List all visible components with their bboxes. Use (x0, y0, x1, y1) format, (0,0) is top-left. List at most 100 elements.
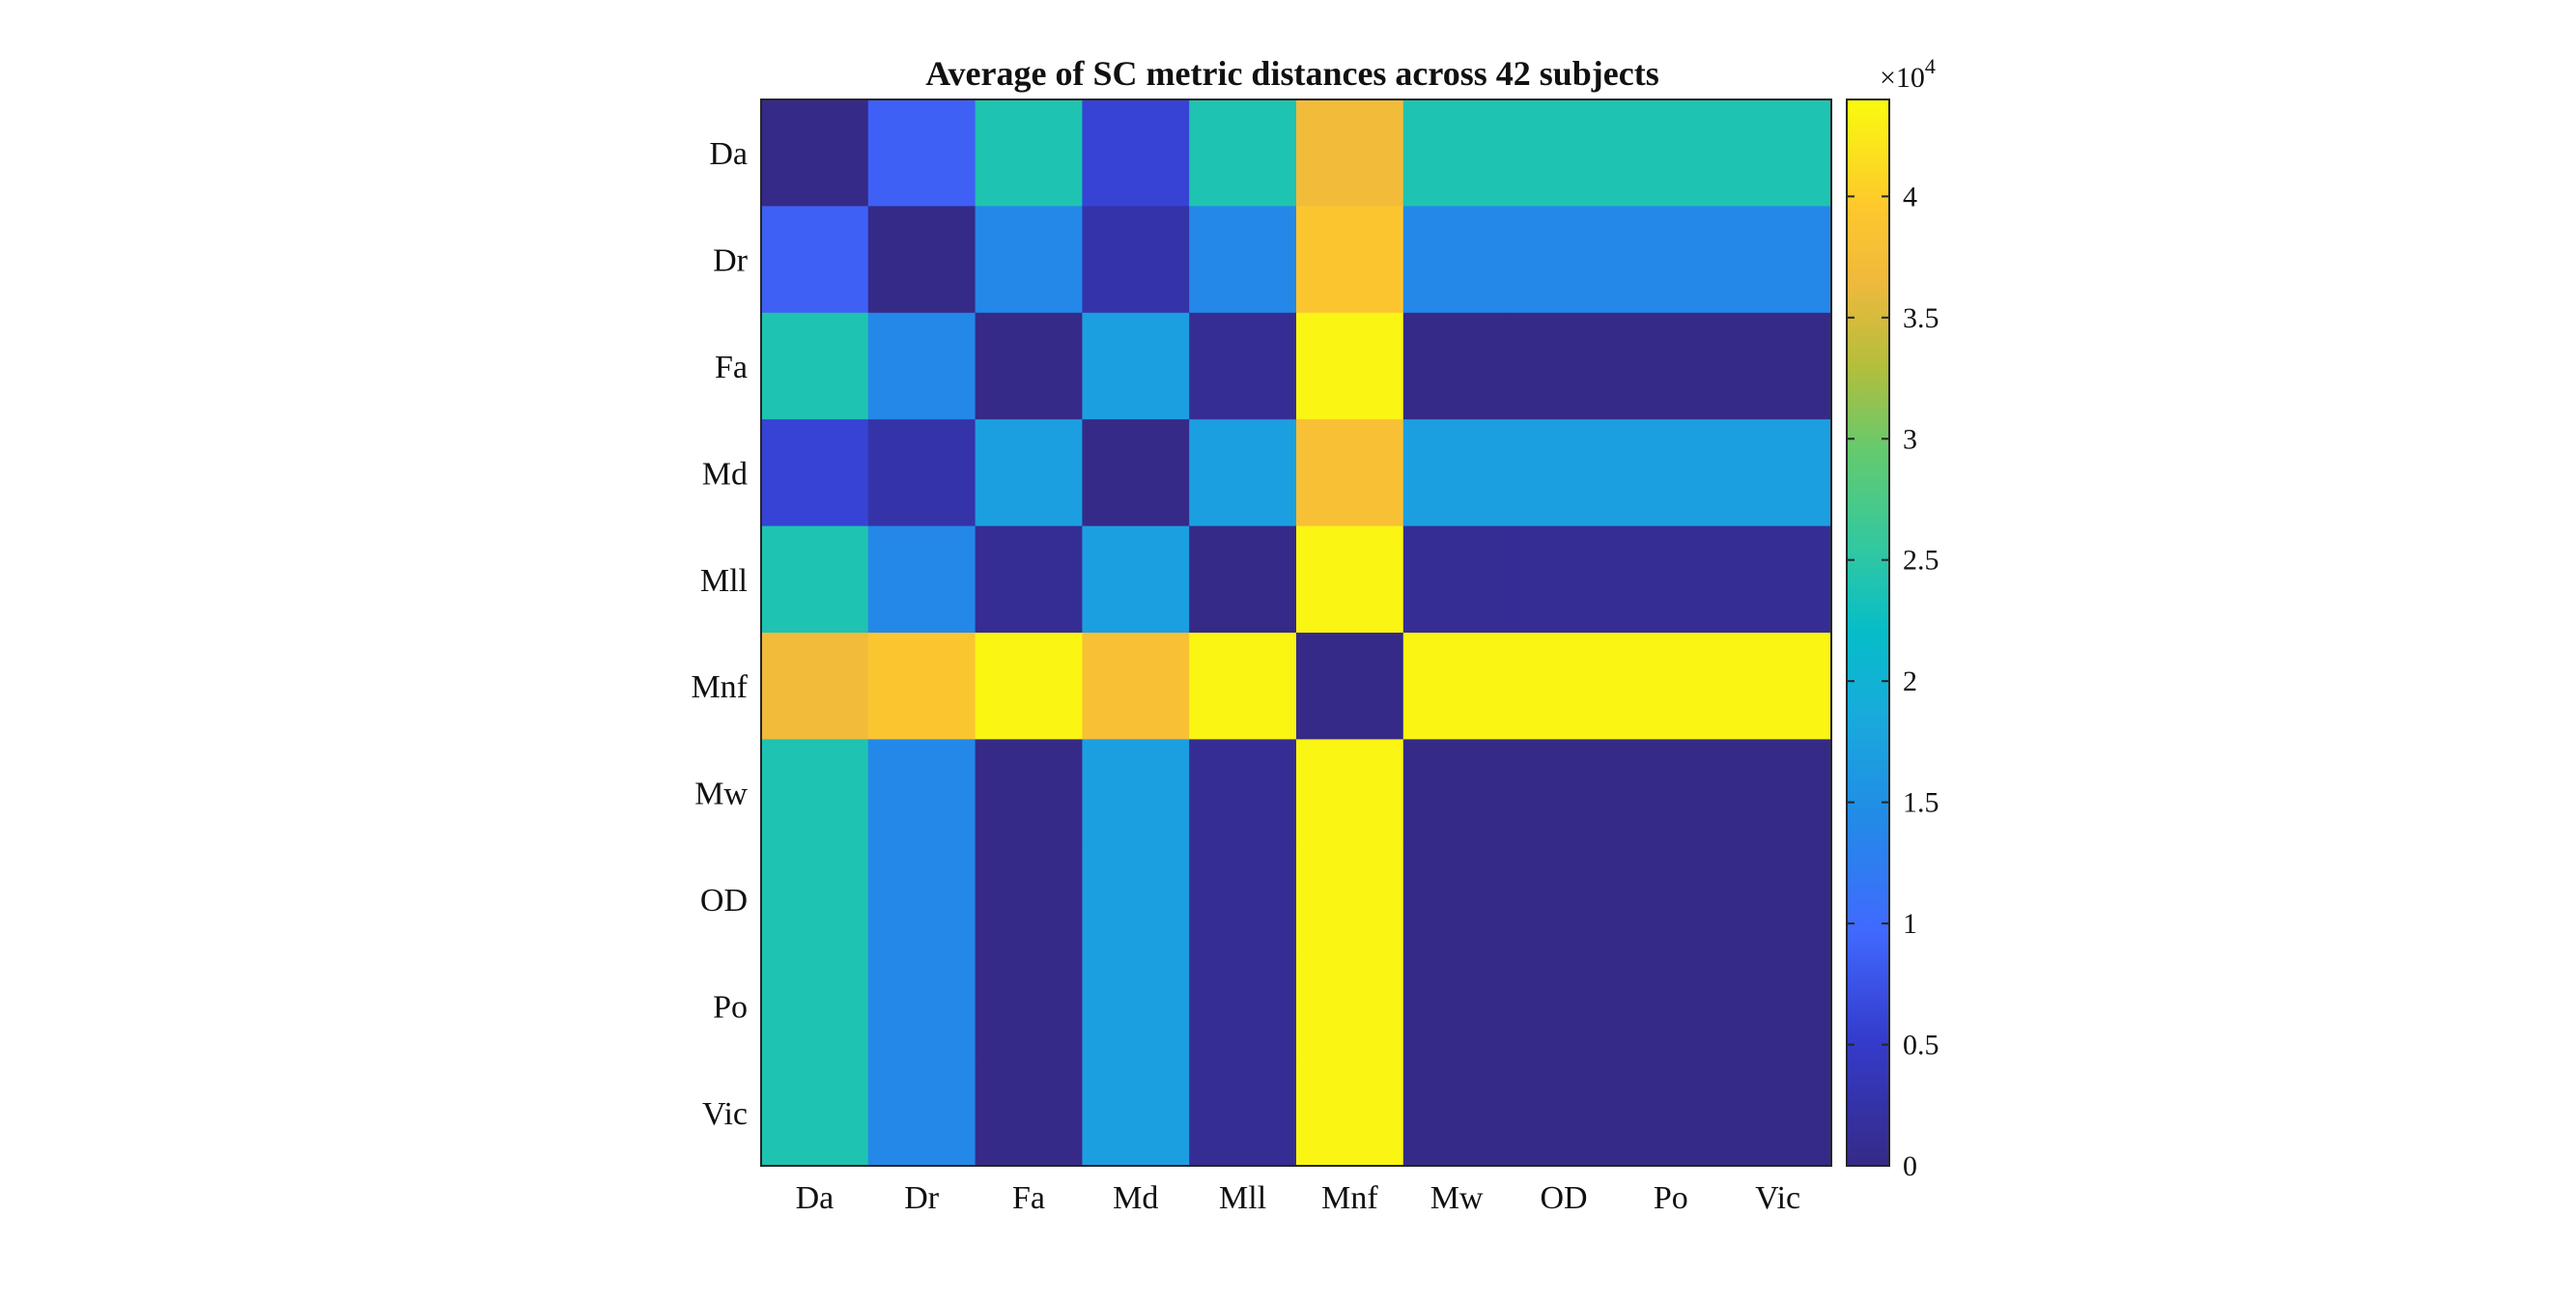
heatmap-cell-po-po (1617, 952, 1725, 1061)
x-tick-label: Md (1113, 1180, 1158, 1216)
heatmap-cell-dr-da (761, 206, 869, 314)
heatmap-cell-po-od (1510, 952, 1618, 1061)
y-axis-ticks: Da Dr Fa Md Mll Mnf Mw OD Po Vic (691, 136, 748, 1132)
heatmap-cell-mw-mw (1402, 739, 1512, 847)
y-tick-label: Vic (702, 1096, 748, 1132)
heatmap-cell-mw-po (1617, 739, 1725, 847)
colorbar-tick-label: 0.5 (1903, 1030, 1939, 1061)
colorbar (1846, 99, 1890, 1167)
heatmap-cell-fa-md (1082, 312, 1190, 420)
heatmap-cell-mll-dr (867, 525, 977, 634)
heatmap-cell-mnf-vic (1724, 633, 1832, 740)
y-tick-label: Po (713, 989, 748, 1025)
heatmap-cell-mw-dr (867, 739, 977, 847)
heatmap-cell-da-mnf (1296, 99, 1404, 207)
heatmap-cell-da-dr (867, 99, 977, 207)
heatmap-cell-dr-vic (1724, 206, 1832, 314)
heatmap-cell-mw-od (1510, 739, 1618, 847)
heatmap-cell-da-fa (975, 99, 1083, 207)
heatmap-cell-od-md (1082, 845, 1190, 953)
heatmap-cell-md-mll (1189, 419, 1297, 527)
heatmap-cell-da-po (1617, 99, 1725, 207)
heatmap-cell-vic-fa (975, 1059, 1083, 1167)
heatmap-cell-md-da (761, 419, 869, 527)
heatmap-cell-mw-da (761, 739, 869, 847)
heatmap-cell-mnf-mnf (1296, 633, 1404, 740)
heatmap-cell-po-dr (867, 952, 977, 1061)
heatmap-cell-md-vic (1724, 419, 1832, 527)
heatmap-cell-mw-fa (975, 739, 1083, 847)
heatmap-cell-fa-mnf (1296, 312, 1404, 420)
y-tick-label: Md (702, 456, 748, 492)
y-tick-label: Mw (694, 777, 748, 812)
heatmap-cell-mll-md (1082, 525, 1190, 634)
heatmap-cell-da-od (1510, 99, 1618, 207)
colorbar-tick-label: 2 (1903, 665, 1917, 697)
colorbar-tick-label: 1.5 (1903, 787, 1939, 819)
heatmap-cell-od-da (761, 845, 869, 953)
heatmap-cell-mw-mnf (1296, 739, 1404, 847)
heatmap-cell-mnf-fa (975, 633, 1083, 740)
heatmap-cell-dr-od (1510, 206, 1618, 314)
heatmap-cell-od-mll (1189, 845, 1297, 953)
heatmap-cell-od-mw (1402, 845, 1512, 953)
colorbar-tick-label: 4 (1903, 181, 1917, 212)
heatmap-cell-mnf-po (1617, 633, 1725, 740)
heatmap-cell-od-po (1617, 845, 1725, 953)
heatmap-cell-vic-mw (1402, 1059, 1512, 1167)
heatmap-cell-da-mw (1402, 99, 1512, 207)
heatmap-cell-da-da (761, 99, 869, 207)
heatmap-cell-md-od (1510, 419, 1618, 527)
heatmap-cell-mnf-md (1082, 633, 1190, 740)
colorbar-exponent-label: ×104 (1880, 54, 1936, 94)
colorbar-tick-label: 3 (1903, 423, 1917, 455)
heatmap-cell-md-po (1617, 419, 1725, 527)
heatmap-cell-fa-dr (867, 312, 977, 420)
heatmap-cell-po-da (761, 952, 869, 1061)
heatmap-cell-mll-da (761, 525, 869, 634)
heatmap-cell-md-mnf (1296, 419, 1404, 527)
x-tick-label: OD (1540, 1180, 1587, 1216)
heatmap-cell-od-od (1510, 845, 1618, 953)
heatmap-cell-md-fa (975, 419, 1083, 527)
heatmap-cell-vic-md (1082, 1059, 1190, 1167)
heatmap-cell-dr-mll (1189, 206, 1297, 314)
heatmap-cell-mnf-mll (1189, 633, 1297, 740)
heatmap-cell-da-vic (1724, 99, 1832, 207)
y-tick-label: Dr (713, 243, 749, 279)
colorbar-tick-label: 3.5 (1903, 302, 1939, 334)
heatmap-cell-mll-mll (1189, 525, 1297, 634)
heatmap-cell-vic-po (1617, 1059, 1725, 1167)
heatmap-cell-od-vic (1724, 845, 1832, 953)
heatmap-cell-fa-fa (975, 312, 1083, 420)
heatmap-cell-mnf-od (1510, 633, 1618, 740)
heatmap-cell-po-mll (1189, 952, 1297, 1061)
heatmap-cell-da-mll (1189, 99, 1297, 207)
heatmap-cell-vic-od (1510, 1059, 1618, 1167)
x-tick-label: Mnf (1321, 1180, 1378, 1216)
heatmap-cell-md-dr (867, 419, 977, 527)
heatmap-cell-po-md (1082, 952, 1190, 1061)
x-axis-ticks: Da Dr Fa Md Mll Mnf Mw OD Po Vic (796, 1180, 1801, 1216)
x-tick-label: Da (796, 1180, 835, 1216)
x-tick-label: Mll (1219, 1180, 1266, 1216)
heatmap-cell-po-vic (1724, 952, 1832, 1061)
heatmap-cell-mll-po (1617, 525, 1725, 634)
heatmap-cell-od-mnf (1296, 845, 1404, 953)
y-tick-label: Da (709, 136, 748, 172)
heatmap-cell-fa-mll (1189, 312, 1297, 420)
heatmap-cell-vic-vic (1724, 1059, 1832, 1167)
x-tick-label: Po (1654, 1180, 1688, 1216)
y-tick-label: Fa (715, 350, 748, 385)
heatmap-cell-mll-od (1510, 525, 1618, 634)
heatmap-cell-mnf-dr (867, 633, 977, 740)
heatmap-cell-mll-vic (1724, 525, 1832, 634)
heatmap-cell-mw-vic (1724, 739, 1832, 847)
heatmap-cell-po-mnf (1296, 952, 1404, 1061)
heatmap-cells (761, 99, 1832, 1167)
heatmap-cell-vic-mnf (1296, 1059, 1404, 1167)
x-tick-label: Fa (1012, 1180, 1045, 1216)
colorbar-ticks: 0 0.5 1 1.5 2 2.5 3 3.5 4 (1847, 181, 1939, 1182)
heatmap-cell-md-mw (1402, 419, 1512, 527)
heatmap-cell-dr-dr (867, 206, 977, 314)
